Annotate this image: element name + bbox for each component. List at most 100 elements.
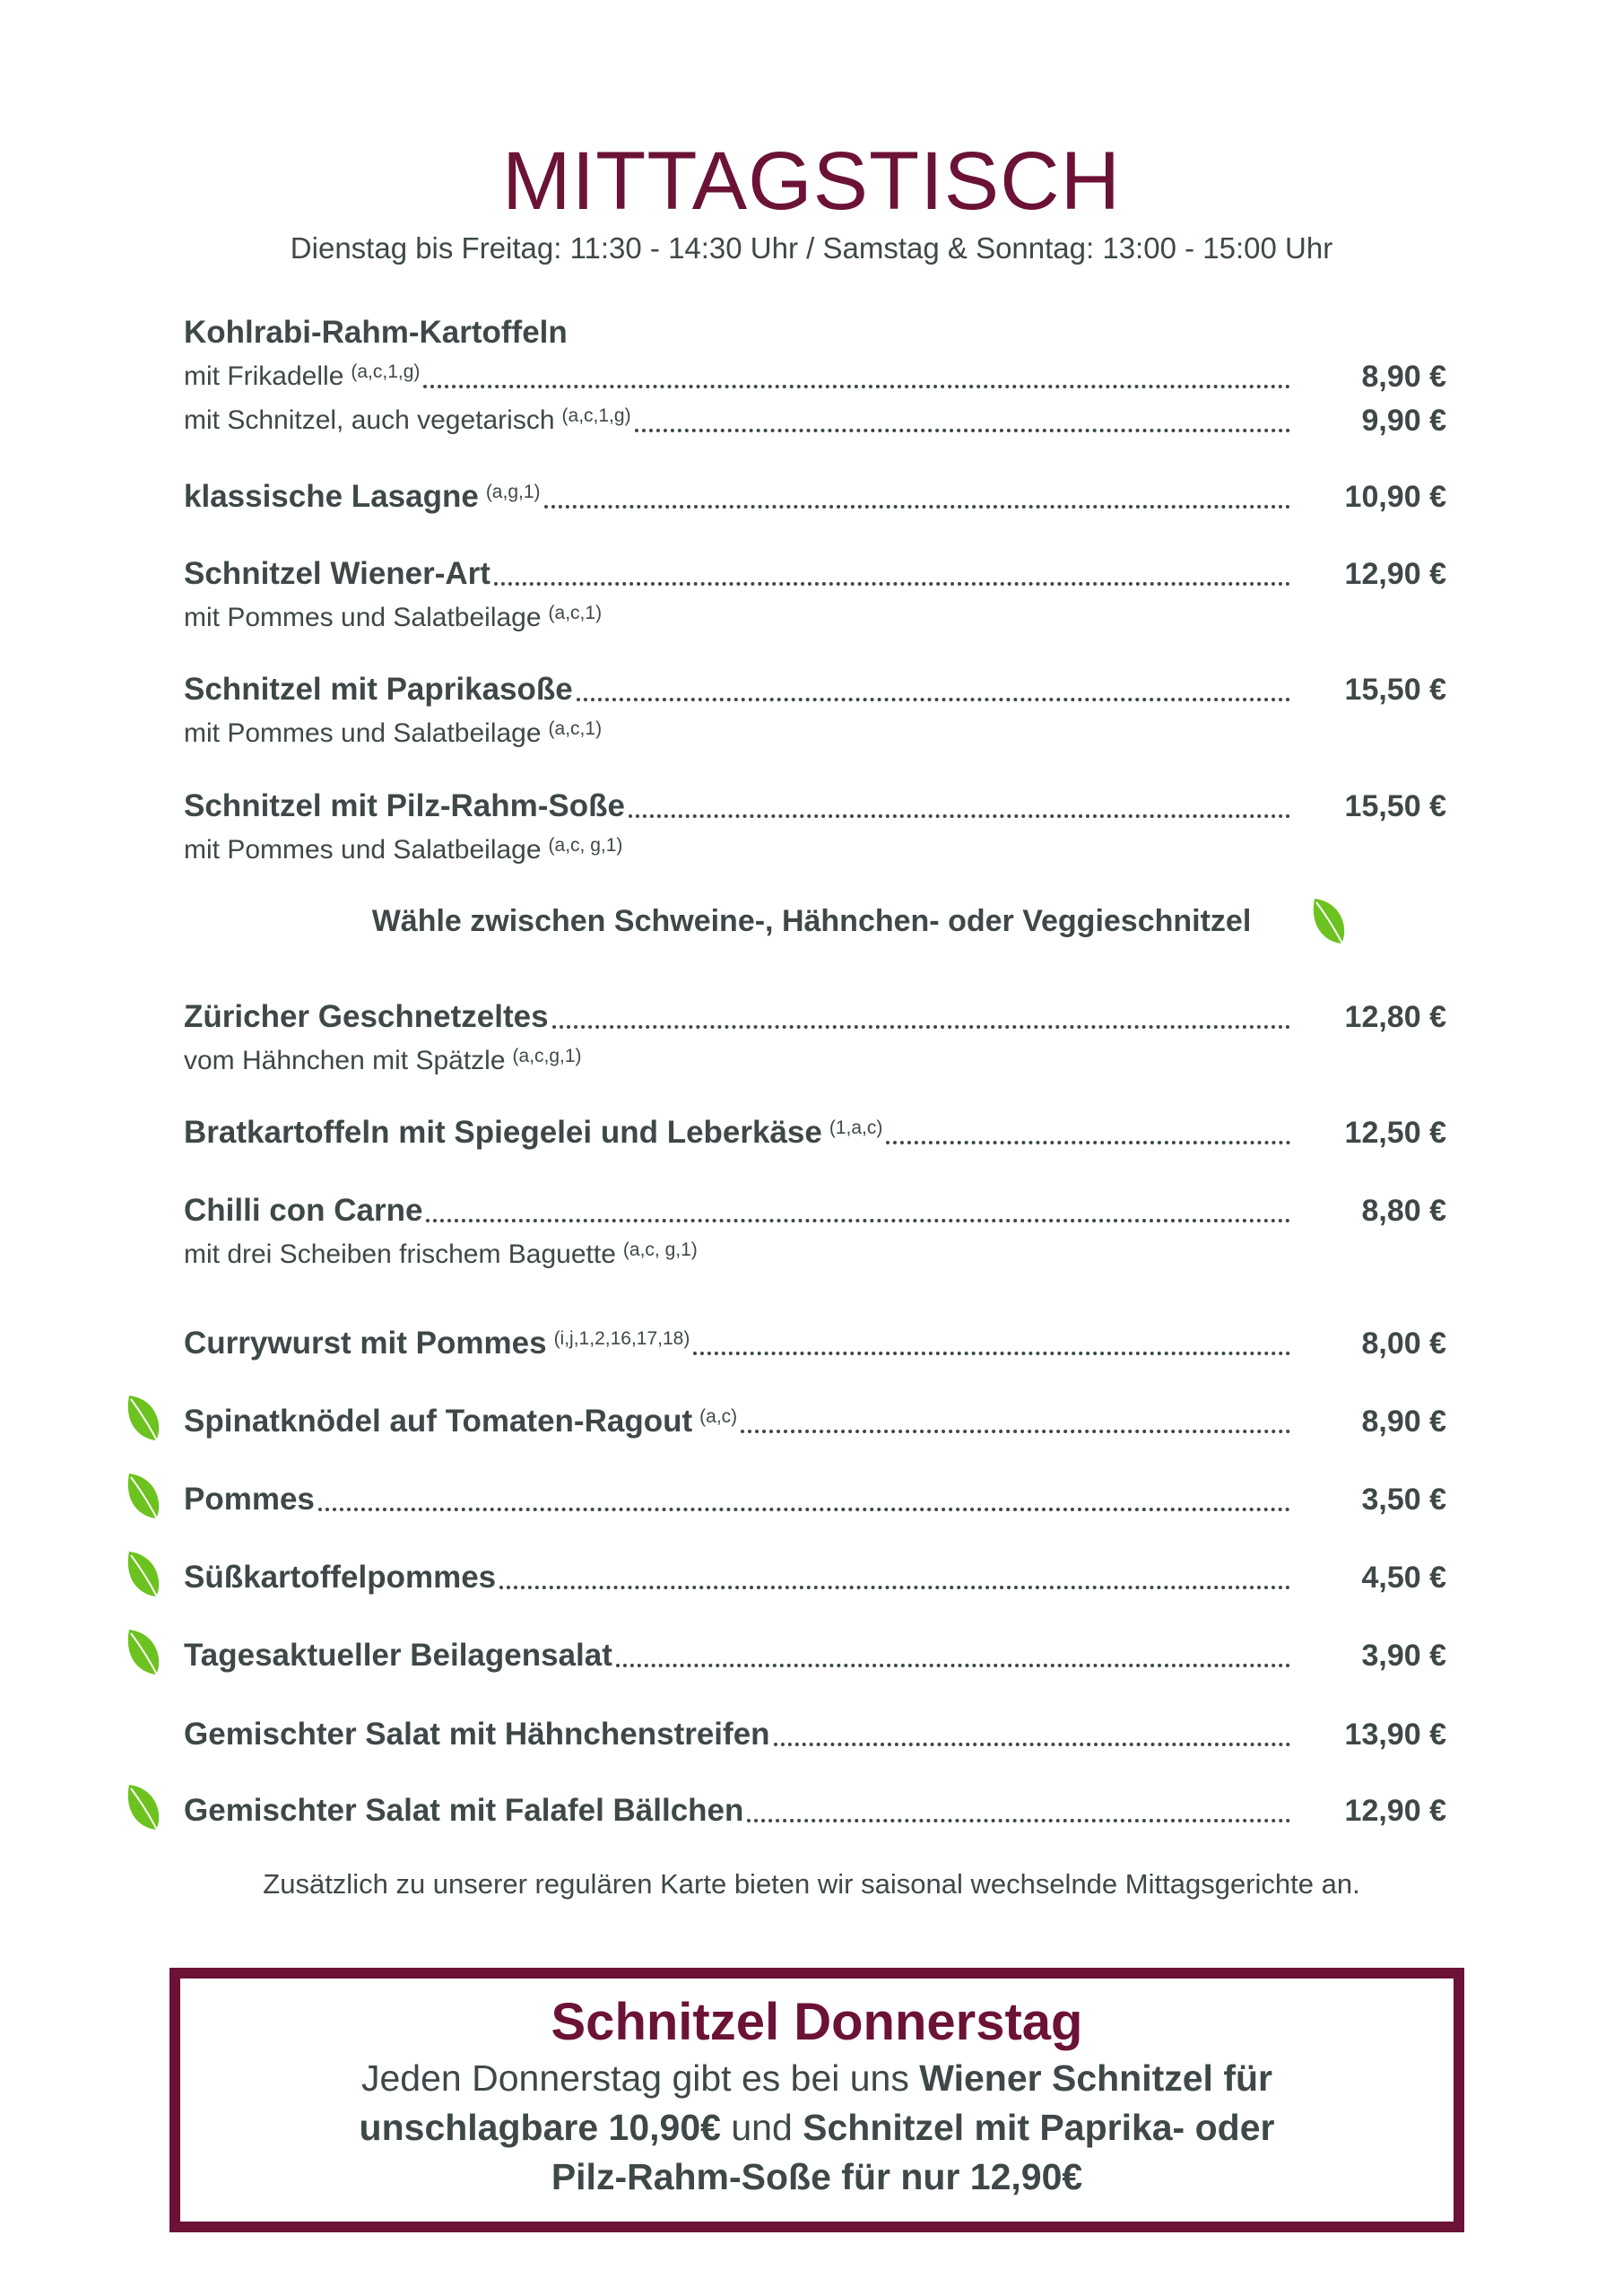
page-title: MITTAGSTISCH xyxy=(501,135,1122,227)
menu-item-name: mit Frikadelle xyxy=(184,361,344,391)
menu-item-price: 3,90 € xyxy=(1361,1639,1446,1673)
dotted-leader xyxy=(317,1508,1290,1511)
promo-text-bold: Schnitzel mit Paprika- oder xyxy=(803,2107,1275,2148)
promo-text-bold: Wiener Schnitzel für xyxy=(919,2057,1272,2099)
menu-item: Schnitzel mit Paprikasoße 15,50 € xyxy=(184,669,1446,710)
menu-item: Züricher Geschnetzeltes 12,80 € xyxy=(184,996,1446,1038)
menu-item-allergens: (a,c,1,g) xyxy=(561,405,631,426)
dotted-leader xyxy=(886,1141,1290,1144)
footnote: Zusätzlich zu unserer regulären Karte bi… xyxy=(263,1868,1360,1900)
menu-item-name: vom Hähnchen mit Spätzle xyxy=(184,1046,506,1075)
menu-item-allergens: (a,c, g,1) xyxy=(622,1239,698,1260)
menu-item: Spinatknödel auf Tomaten-Ragout (a,c) 8,90… xyxy=(184,1401,1446,1442)
menu-item-allergens: (1,a,c) xyxy=(829,1118,883,1138)
promo-text-bold: Pilz-Rahm-Soße für nur 12,90€ xyxy=(551,2156,1083,2197)
menu-item-name: mit Pommes und Salatbeilage xyxy=(184,603,542,632)
promo-text-part xyxy=(598,2107,608,2148)
menu-item: Tagesaktueller Beilagensalat 3,90 € xyxy=(184,1635,1446,1676)
dotted-leader xyxy=(615,1664,1290,1667)
dotted-leader xyxy=(741,1430,1290,1433)
menu-item-name: mit drei Scheiben frischem Baguette xyxy=(184,1239,616,1269)
dotted-leader xyxy=(773,1743,1290,1746)
menu-item: Gemischter Salat mit Hähnchenstreifen 13,… xyxy=(184,1714,1446,1755)
menu-item-name: mit Pommes und Salatbeilage xyxy=(184,835,542,865)
vegetarian-leaf-icon xyxy=(127,1630,161,1681)
menu-item-name: Spinatknödel auf Tomaten-Ragout xyxy=(184,1404,693,1439)
menu-item-allergens: (i,j,1,2,16,17,18) xyxy=(553,1328,690,1349)
schnitzel-choice-text: Wähle zwischen Schweine-, Hähnchen- oder… xyxy=(371,904,1252,938)
menu-item-allergens: (a,c, g,1) xyxy=(548,835,623,856)
menu-item-price: 15,50 € xyxy=(1344,789,1446,823)
promo-text-part: Jeden Donnerstag gibt es bei uns xyxy=(361,2057,920,2099)
menu-item: Schnitzel Wiener-Art 12,90 € xyxy=(184,553,1446,595)
menu-item-name: Bratkartoffeln mit Spiegelei und Leberkä… xyxy=(184,1115,822,1150)
dotted-leader xyxy=(634,429,1290,432)
menu-item-name: klassische Lasagne xyxy=(184,479,479,514)
menu-item-price: 13,90 € xyxy=(1344,1718,1446,1752)
menu-item-name: Currywurst mit Pommes xyxy=(184,1326,547,1361)
menu-item: mit Frikadelle (a,c,1,g) 8,90 € xyxy=(184,356,1446,397)
promo-text-part: und xyxy=(720,2107,803,2148)
menu-item: Currywurst mit Pommes (i,j,1,2,16,17,18) 8… xyxy=(184,1323,1446,1364)
vegetarian-leaf-icon xyxy=(1313,899,1346,950)
menu-item-allergens: (a,c,1,g) xyxy=(351,361,421,382)
menu-item: Chilli con Carne 8,80 € xyxy=(184,1190,1446,1231)
menu-item: Schnitzel mit Pilz-Rahm-Soße 15,50 € xyxy=(184,786,1446,827)
menu-item-price: 15,50 € xyxy=(1344,673,1446,707)
opening-hours: Dienstag bis Freitag: 11:30 - 14:30 Uhr … xyxy=(290,231,1333,265)
menu-item-name: Züricher Geschnetzeltes xyxy=(184,999,549,1034)
menu-item-price: 8,90 € xyxy=(1361,1405,1446,1439)
menu-item-price: 4,50 € xyxy=(1361,1561,1446,1595)
menu-item: Bratkartoffeln mit Spiegelei und Leberkä… xyxy=(184,1112,1446,1153)
vegetarian-leaf-icon xyxy=(127,1785,161,1836)
menu-item: mit drei Scheiben frischem Baguette (a,c,… xyxy=(184,1234,1446,1275)
menu-item-allergens: (a,c,g,1) xyxy=(512,1046,582,1066)
menu-item-name: Chilli con Carne xyxy=(184,1193,423,1228)
menu-item-name: Gemischter Salat mit Falafel Bällchen xyxy=(184,1793,744,1828)
dotted-leader xyxy=(693,1352,1290,1355)
menu-item: mit Pommes und Salatbeilage (a,c, g,1) xyxy=(184,830,1446,871)
menu-item-price: 12,90 € xyxy=(1344,557,1446,591)
dotted-leader xyxy=(543,505,1290,509)
menu-item-price: 12,90 € xyxy=(1344,1794,1446,1828)
menu-item: mit Schnitzel, auch vegetarisch (a,c,1,g)… xyxy=(184,400,1446,441)
dotted-leader xyxy=(747,1819,1290,1822)
vegetarian-leaf-icon xyxy=(127,1552,161,1603)
menu-item-price: 9,90 € xyxy=(1361,404,1446,438)
menu-item-price: 10,90 € xyxy=(1344,480,1446,514)
menu-item-price: 3,50 € xyxy=(1361,1483,1446,1517)
promo-text-bold: unschlagbare xyxy=(359,2107,599,2148)
menu-item: mit Pommes und Salatbeilage (a,c,1) xyxy=(184,597,1446,639)
menu-item-name: Süßkartoffelpommes xyxy=(184,1560,497,1595)
menu-item-price: 8,80 € xyxy=(1361,1194,1446,1228)
vegetarian-leaf-icon xyxy=(127,1474,161,1525)
menu-item: vom Hähnchen mit Spätzle (a,c,g,1) xyxy=(184,1040,1446,1082)
menu-item: klassische Lasagne (a,g,1) 10,90 € xyxy=(184,476,1446,517)
menu-item: mit Pommes und Salatbeilage (a,c,1) xyxy=(184,713,1446,754)
menu-item: Gemischter Salat mit Falafel Bällchen 12,… xyxy=(184,1790,1446,1831)
menu-item-price: 8,90 € xyxy=(1361,360,1446,394)
vegetarian-leaf-icon xyxy=(127,1396,161,1447)
menu-item-allergens: (a,c,1) xyxy=(548,603,603,623)
menu-item-price: 12,50 € xyxy=(1344,1116,1446,1150)
schnitzel-choice-note: Wähle zwischen Schweine-, Hähnchen- oder… xyxy=(0,904,1623,939)
menu-item-allergens: (a,g,1) xyxy=(485,482,541,502)
menu-item-name: Kohlrabi-Rahm-Kartoffeln xyxy=(184,315,568,350)
menu-item-allergens: (a,c) xyxy=(699,1406,738,1427)
promo-box: Schnitzel Donnerstag Jeden Donnerstag gi… xyxy=(169,1968,1464,2232)
menu-item-name: mit Pommes und Salatbeilage xyxy=(184,718,542,748)
dotted-leader xyxy=(426,1219,1290,1222)
menu-item-allergens: (a,c,1) xyxy=(548,718,603,739)
menu-item-name: Gemischter Salat mit Hähnchenstreifen xyxy=(184,1717,770,1752)
menu-item-name: Pommes xyxy=(184,1482,315,1517)
menu-item: Süßkartoffelpommes 4,50 € xyxy=(184,1557,1446,1598)
dotted-leader xyxy=(499,1586,1290,1589)
menu-item-name: mit Schnitzel, auch vegetarisch xyxy=(184,405,555,435)
menu-item-name: Schnitzel mit Paprikasoße xyxy=(184,672,573,707)
dotted-leader xyxy=(493,582,1290,586)
dotted-leader xyxy=(629,814,1290,818)
menu-item-name: Schnitzel mit Pilz-Rahm-Soße xyxy=(184,788,625,823)
promo-title: Schnitzel Donnerstag xyxy=(551,1993,1083,2051)
menu-item-name: Schnitzel Wiener-Art xyxy=(184,556,490,591)
menu-item-price: 8,00 € xyxy=(1361,1326,1446,1361)
